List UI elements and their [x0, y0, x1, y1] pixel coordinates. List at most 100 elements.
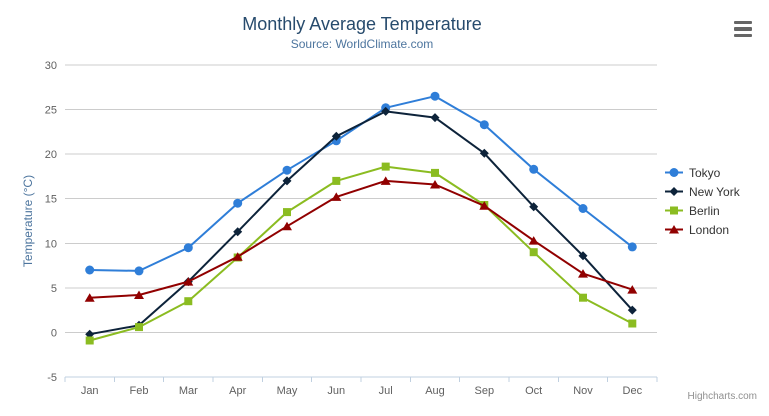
x-tick-label: Feb: [130, 385, 149, 397]
square-marker[interactable]: [431, 168, 439, 177]
x-tick-label: Dec: [623, 385, 643, 397]
hamburger-icon: [734, 20, 752, 25]
series-new-york[interactable]: [85, 106, 637, 339]
chart-title: Monthly Average Temperature: [242, 14, 482, 34]
triangle-marker[interactable]: [669, 225, 679, 234]
triangle-marker[interactable]: [331, 192, 342, 201]
diamond-marker[interactable]: [233, 227, 243, 237]
legend-item-london[interactable]: London: [664, 220, 740, 239]
y-tick-label: 10: [45, 238, 57, 250]
triangle-marker[interactable]: [627, 285, 638, 294]
y-tick-label: 30: [45, 60, 57, 72]
diamond-marker[interactable]: [282, 176, 292, 186]
triangle-marker[interactable]: [232, 252, 243, 261]
triangle-marker[interactable]: [528, 236, 539, 245]
x-tick-label: Jun: [327, 385, 345, 397]
legend: Tokyo New York Berlin London: [664, 163, 740, 239]
y-axis-title: Temperature (°C): [21, 174, 35, 268]
series-line: [88, 95, 634, 272]
triangle-marker[interactable]: [578, 269, 588, 278]
circle-marker[interactable]: [233, 198, 243, 208]
square-marker[interactable]: [628, 319, 637, 328]
series-line: [88, 165, 634, 342]
x-tick-label: Apr: [229, 385, 246, 397]
triangle-marker[interactable]: [479, 201, 490, 210]
circle-marker[interactable]: [134, 266, 144, 276]
y-tick-label: -5: [47, 372, 57, 384]
square-marker[interactable]: [85, 336, 94, 345]
y-tick-label: 5: [51, 283, 57, 295]
diamond-marker[interactable]: [331, 131, 341, 141]
london-triangle-marker-icon: [665, 225, 683, 234]
x-tick-label: May: [277, 385, 298, 397]
x-axis: [64, 376, 658, 382]
diamond-marker[interactable]: [381, 106, 391, 116]
x-axis-labels: Jan Feb Mar Apr May Jun Jul Aug Sep Oct Nov Dec: [81, 385, 643, 397]
diamond-marker[interactable]: [430, 113, 440, 123]
diamond-marker[interactable]: [529, 202, 539, 212]
square-marker[interactable]: [184, 297, 193, 306]
series-london[interactable]: [84, 176, 638, 302]
circle-marker[interactable]: [430, 91, 440, 101]
circle-marker[interactable]: [479, 120, 489, 130]
series-tokyo[interactable]: [85, 91, 637, 276]
x-tick-label: Sep: [475, 385, 495, 397]
triangle-marker[interactable]: [134, 290, 144, 300]
diamond-marker[interactable]: [85, 329, 95, 339]
export-menu-button[interactable]: [731, 17, 755, 41]
square-marker[interactable]: [381, 162, 390, 171]
legend-item-berlin[interactable]: Berlin: [664, 201, 740, 220]
y-tick-label: 25: [45, 105, 57, 117]
legend-label: Tokyo: [689, 165, 721, 180]
circle-marker[interactable]: [627, 242, 637, 252]
legend-label: New York: [689, 184, 740, 199]
legend-label: London: [689, 222, 730, 237]
circle-marker[interactable]: [669, 168, 679, 177]
circle-marker[interactable]: [578, 204, 588, 213]
y-tick-label: 20: [45, 149, 57, 161]
legend-item-new-york[interactable]: New York: [664, 182, 740, 201]
credits-link[interactable]: Highcharts.com: [687, 391, 757, 402]
y-tick-label: 0: [51, 327, 57, 339]
y-axis-labels: -5 0 5 10 15 20 25 30: [45, 60, 57, 384]
series-line: [88, 179, 634, 299]
new-york-diamond-marker-icon: [665, 187, 683, 196]
diamond-marker[interactable]: [578, 251, 588, 261]
circle-marker[interactable]: [529, 164, 539, 174]
circle-marker[interactable]: [85, 265, 95, 275]
x-tick-label: Jan: [81, 385, 99, 397]
chart-subtitle: Source: WorldClimate.com: [290, 37, 434, 51]
triangle-marker[interactable]: [183, 277, 194, 286]
circle-marker[interactable]: [183, 243, 193, 253]
x-tick-label: Oct: [525, 385, 542, 397]
triangle-marker[interactable]: [380, 176, 391, 185]
grid-lines: [65, 64, 657, 378]
legend-label: Berlin: [689, 203, 720, 218]
diamond-marker[interactable]: [669, 187, 679, 196]
tokyo-circle-marker-icon: [665, 168, 683, 177]
y-tick-label: 15: [45, 194, 57, 206]
triangle-marker[interactable]: [282, 221, 292, 231]
square-marker[interactable]: [670, 206, 678, 215]
series-line: [88, 110, 634, 336]
hamburger-icon: [734, 33, 752, 38]
triangle-marker[interactable]: [84, 293, 95, 302]
x-tick-label: Mar: [179, 385, 198, 397]
square-marker[interactable]: [529, 248, 538, 257]
x-tick-label: Jul: [379, 385, 393, 397]
circle-marker[interactable]: [282, 165, 292, 175]
square-marker[interactable]: [579, 293, 587, 302]
square-marker[interactable]: [283, 208, 291, 217]
square-marker[interactable]: [135, 323, 143, 332]
legend-item-tokyo[interactable]: Tokyo: [664, 163, 740, 182]
x-tick-label: Aug: [425, 385, 445, 397]
berlin-square-marker-icon: [665, 206, 683, 215]
square-marker[interactable]: [332, 176, 341, 185]
diamond-marker[interactable]: [479, 148, 489, 158]
diamond-marker[interactable]: [627, 305, 637, 315]
x-tick-label: Nov: [573, 385, 593, 397]
hamburger-icon: [734, 27, 752, 31]
triangle-marker[interactable]: [430, 180, 440, 189]
